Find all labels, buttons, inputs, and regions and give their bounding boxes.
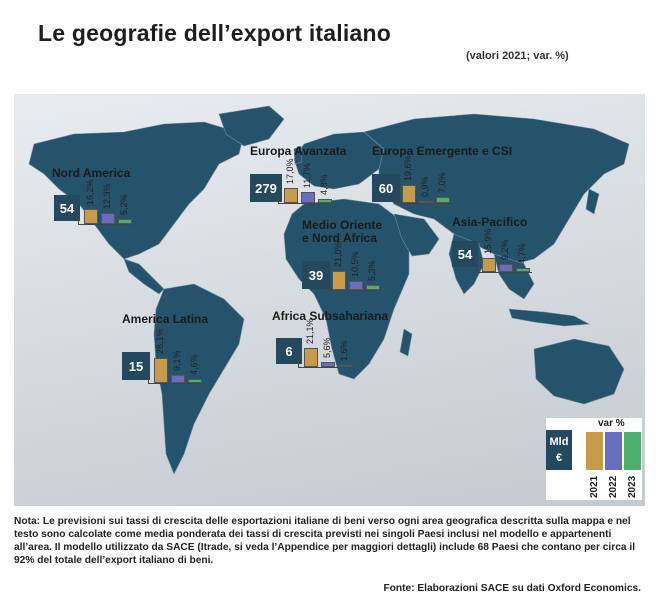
bar-2023 xyxy=(366,285,380,290)
legend-var-label: var % xyxy=(598,418,625,429)
greenland-shape xyxy=(218,105,285,147)
europe-shape xyxy=(293,131,385,190)
north-america-shape xyxy=(28,121,245,260)
bar-2022 xyxy=(419,201,433,203)
legend-bar-2022 xyxy=(605,432,622,470)
data-label: 21,0% xyxy=(333,241,343,268)
value-box: 279 xyxy=(250,174,282,202)
madagascar-shape xyxy=(399,328,413,357)
footnote: Nota: Le previsioni sui tassi di crescit… xyxy=(14,516,636,566)
data-label: 4,6% xyxy=(189,354,199,375)
region-name: Nord America xyxy=(52,166,131,180)
legend-year: 2023 xyxy=(627,475,638,498)
bar-2023 xyxy=(436,196,450,203)
data-label: 0,9% xyxy=(420,176,430,197)
legend-bar-2021 xyxy=(586,432,603,470)
baseline-bracket xyxy=(396,197,452,204)
bar-2021 xyxy=(482,257,496,272)
bar-2022 xyxy=(301,192,315,203)
page-subtitle: (valori 2021; var. %) xyxy=(466,50,569,62)
data-label: 4,8% xyxy=(319,174,329,195)
bar-2022 xyxy=(171,374,185,383)
bar-2022 xyxy=(101,212,115,224)
data-label: 5,3% xyxy=(367,260,377,282)
region-name: Europa Emergente e CSI xyxy=(372,144,513,158)
baseline-bracket xyxy=(298,361,354,368)
data-label: 5,6% xyxy=(322,337,332,358)
bar-2023 xyxy=(188,378,202,383)
data-label: 19,6% xyxy=(403,155,413,182)
data-label: 9,1% xyxy=(172,350,182,371)
data-label: 10,5% xyxy=(350,251,360,277)
page-title: Le geografie dell’export italiano xyxy=(38,20,391,46)
value-box: 60 xyxy=(372,174,400,202)
bar-2021 xyxy=(84,209,98,224)
bar-2021 xyxy=(304,348,318,367)
legend-unit-box: Mld € xyxy=(546,430,572,470)
data-label: 28,1% xyxy=(155,328,165,354)
data-label: 21,1% xyxy=(305,318,315,344)
value-box: 39 xyxy=(302,261,330,289)
region-name: America Latina xyxy=(122,312,209,326)
bar-2022 xyxy=(349,280,363,290)
legend-year: 2021 xyxy=(589,475,600,498)
baseline-bracket xyxy=(148,377,204,384)
legend-year: 2022 xyxy=(608,475,619,498)
bar-2023 xyxy=(318,198,332,203)
region-name: Asia-Pacifico xyxy=(452,215,528,229)
data-label: 12,3% xyxy=(102,183,112,209)
value-box: 54 xyxy=(54,195,80,221)
legend: var % Mld € 2021 2022 2023 xyxy=(546,418,642,500)
japan-shape xyxy=(585,188,600,215)
bar-2023 xyxy=(118,219,132,224)
data-label: 15,9% xyxy=(483,228,493,254)
baseline-bracket xyxy=(326,284,382,291)
source: Fonte: Elaborazioni SACE su dati Oxford … xyxy=(383,583,641,594)
bar-2021 xyxy=(154,357,168,383)
bar-2021 xyxy=(284,187,298,203)
data-label: 16,2% xyxy=(85,179,95,206)
world-map: Nord America 54 Europa Avanzata 279 Euro… xyxy=(14,94,645,506)
central-america-shape xyxy=(123,258,165,295)
bar-2021 xyxy=(332,271,346,290)
arabia-shape xyxy=(393,213,440,257)
value-box: 15 xyxy=(122,352,150,380)
data-label: 1,6% xyxy=(339,340,349,361)
bar-2023 xyxy=(516,267,530,272)
baseline-bracket xyxy=(278,197,334,204)
data-label: 9,2% xyxy=(500,239,510,260)
uk-shape xyxy=(293,145,303,165)
value-box: 54 xyxy=(452,241,478,267)
region-name: Medio Oriente e Nord Africa xyxy=(302,218,383,245)
legend-bar-2023 xyxy=(624,432,641,470)
baseline-bracket xyxy=(78,218,134,225)
bar-2022 xyxy=(499,263,513,272)
data-label: 11,7% xyxy=(302,163,312,189)
data-label: 17,0% xyxy=(285,158,295,184)
australia-shape xyxy=(533,338,625,405)
bar-2021 xyxy=(402,185,416,203)
value-box: 6 xyxy=(276,338,302,364)
data-label: 5,2% xyxy=(119,194,129,216)
data-label: 7,0% xyxy=(437,172,447,193)
data-label: 4,7% xyxy=(517,243,527,264)
indonesia-shape xyxy=(508,308,591,327)
baseline-bracket xyxy=(476,266,532,273)
bar-2022 xyxy=(321,361,335,367)
bar-2023 xyxy=(338,365,352,367)
region-name: Africa Subsahariana xyxy=(272,309,389,323)
region-name: Europa Avanzata xyxy=(250,144,347,158)
